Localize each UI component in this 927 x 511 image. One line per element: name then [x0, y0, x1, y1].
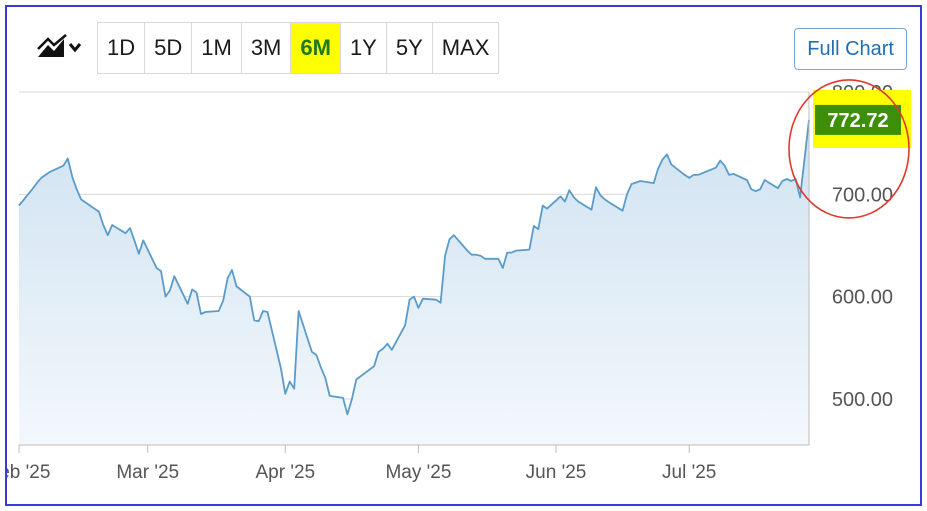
- axes: [18, 92, 810, 453]
- x-tick-label: Jun '25: [526, 462, 587, 483]
- x-tick-label: Mar '25: [116, 462, 179, 483]
- range-button-1m[interactable]: 1M: [192, 23, 242, 73]
- x-tick-label: Feb '25: [7, 462, 50, 483]
- price-line: [18, 119, 810, 416]
- price-area-fill: [19, 119, 809, 446]
- y-tick-label: 700.00: [832, 184, 893, 206]
- x-tick-label: Apr '25: [255, 462, 315, 483]
- range-button-1d[interactable]: 1D: [98, 23, 146, 73]
- range-button-3m[interactable]: 3M: [241, 23, 292, 73]
- last-price-annotation: 772.72: [788, 79, 911, 219]
- range-selector: 1D 5D 1M 3M 6M 1Y 5Y MAX: [97, 22, 500, 74]
- last-price-label: 772.72: [827, 110, 888, 132]
- last-price-badge: [815, 104, 901, 135]
- range-button-max[interactable]: MAX: [432, 23, 499, 73]
- annotation-circle: [788, 79, 910, 219]
- x-tick-label: Jul '25: [662, 462, 716, 483]
- range-button-5d[interactable]: 5D: [145, 23, 193, 73]
- y-tick-label: 500.00: [832, 389, 893, 411]
- price-area: [18, 119, 810, 446]
- range-button-6m[interactable]: 6M: [291, 23, 341, 73]
- range-button-1y[interactable]: 1Y: [340, 23, 387, 73]
- range-toolbar: 1D 5D 1M 3M 6M 1Y 5Y MAX: [25, 22, 500, 74]
- x-tick-label: May '25: [385, 462, 451, 483]
- y-tick-label: 600.00: [832, 287, 893, 309]
- full-chart-button[interactable]: Full Chart: [794, 28, 907, 70]
- range-button-5y[interactable]: 5Y: [386, 23, 433, 73]
- area-chart-icon: [37, 34, 82, 57]
- chart-type-button[interactable]: [25, 22, 93, 74]
- chevron-down-icon: [68, 43, 82, 53]
